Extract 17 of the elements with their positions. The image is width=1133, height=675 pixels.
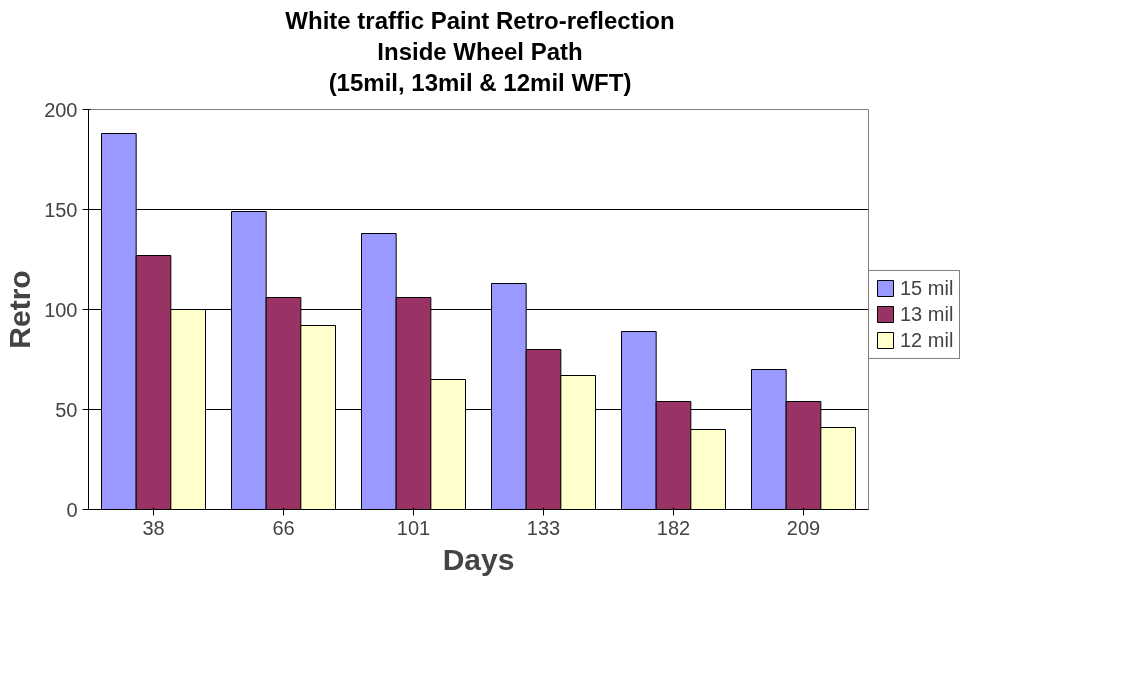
y-tick-label: 100 bbox=[44, 298, 78, 321]
x-axis-title: Days bbox=[442, 542, 515, 576]
x-tick-label: 66 bbox=[272, 516, 295, 539]
y-tick-label: 0 bbox=[66, 498, 78, 521]
x-tick-label: 182 bbox=[656, 516, 691, 539]
chart-title: White traffic Paint Retro-reflection Inside Wheel Path (15mil, 13mil & 12mil WFT) bbox=[285, 6, 675, 99]
x-tick-label: 101 bbox=[396, 516, 431, 539]
legend-label: 15 mil bbox=[900, 276, 954, 300]
x-tick-label: 209 bbox=[786, 516, 821, 539]
x-tick-label: 38 bbox=[142, 516, 165, 539]
y-tick-label: 50 bbox=[55, 398, 78, 421]
y-tick-label: 150 bbox=[44, 198, 78, 221]
y-axis-title: Retro bbox=[3, 269, 37, 349]
y-tick-label: 200 bbox=[44, 98, 78, 121]
legend-label: 13 mil bbox=[900, 302, 954, 326]
legend-label: 12 mil bbox=[900, 328, 954, 352]
x-tick-label: 133 bbox=[526, 516, 561, 539]
